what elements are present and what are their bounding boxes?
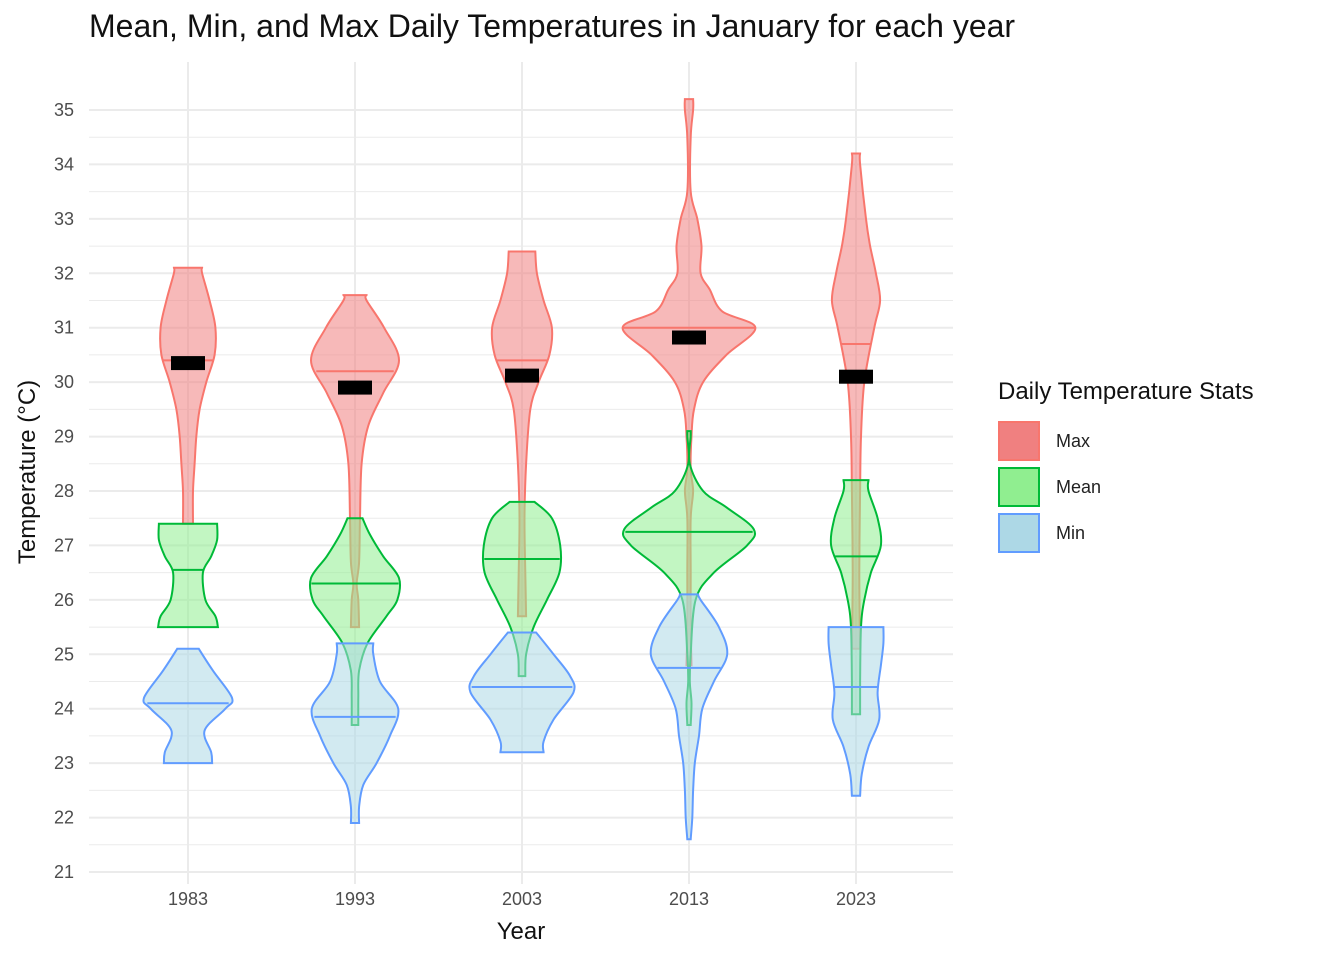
y-tick-label: 26 (54, 590, 74, 610)
violin-max-2003 (490, 250, 554, 618)
x-axis-tick-labels: 1983 1993 2003 2013 2023 (168, 889, 876, 909)
mean-marker-2003 (505, 368, 539, 383)
y-tick-label: 33 (54, 209, 74, 229)
legend-key-mean (998, 467, 1040, 507)
y-tick-label: 21 (54, 862, 74, 882)
violin-max-1983 (159, 266, 217, 525)
legend-item-mean: Mean (998, 464, 1254, 510)
x-tick-label: 2003 (502, 889, 542, 909)
legend-label-mean: Mean (1056, 476, 1102, 497)
x-tick-label: 1993 (335, 889, 375, 909)
violin-min-1983 (142, 647, 234, 765)
y-tick-label: 29 (54, 427, 74, 447)
violin-max-2023 (830, 152, 882, 650)
violin-mean-2023 (829, 479, 883, 716)
y-tick-label: 32 (54, 263, 74, 283)
violin-min-2013 (649, 593, 729, 841)
legend-label-min: Min (1056, 522, 1086, 543)
x-tick-label: 2023 (836, 889, 876, 909)
mean-marker-2023 (839, 369, 873, 384)
y-axis-tick-labels: 21 22 23 24 25 26 27 28 29 30 31 32 33 34 35 (54, 100, 74, 882)
violin-max-2013 (621, 98, 757, 667)
legend-label-max: Max (1056, 430, 1091, 451)
violin-mean-1983 (156, 522, 220, 629)
y-tick-label: 22 (54, 808, 74, 828)
x-tick-label: 2013 (669, 889, 709, 909)
legend: Daily Temperature Stats Max Mean Min (998, 378, 1254, 556)
x-tick-label: 1983 (168, 889, 208, 909)
mean-marker-1983 (171, 356, 205, 371)
mean-marker-1993 (338, 380, 372, 395)
y-tick-label: 35 (54, 100, 74, 120)
violin-min-2023 (827, 626, 885, 797)
legend-title: Daily Temperature Stats (998, 378, 1254, 405)
y-tick-label: 24 (54, 699, 74, 719)
violin-mean-2003 (481, 500, 563, 678)
violin-min-1993 (310, 642, 400, 824)
legend-item-max: Max (998, 418, 1254, 464)
y-tick-label: 34 (54, 154, 74, 174)
legend-key-min (998, 513, 1040, 553)
y-tick-label: 27 (54, 535, 74, 555)
chart-title: Mean, Min, and Max Daily Temperatures in… (89, 8, 1016, 44)
y-axis-title: Temperature (°C) (14, 380, 41, 564)
y-tick-label: 31 (54, 318, 74, 338)
violins (142, 98, 885, 841)
violin-min-2003 (468, 631, 576, 754)
mean-markers (171, 330, 873, 395)
y-tick-label: 25 (54, 644, 74, 664)
legend-key-max (998, 421, 1040, 461)
y-tick-label: 28 (54, 481, 74, 501)
x-axis-title: Year (497, 918, 546, 945)
mean-marker-2013 (672, 330, 706, 345)
y-tick-label: 30 (54, 372, 74, 392)
legend-item-min: Min (998, 510, 1254, 556)
y-tick-label: 23 (54, 753, 74, 773)
